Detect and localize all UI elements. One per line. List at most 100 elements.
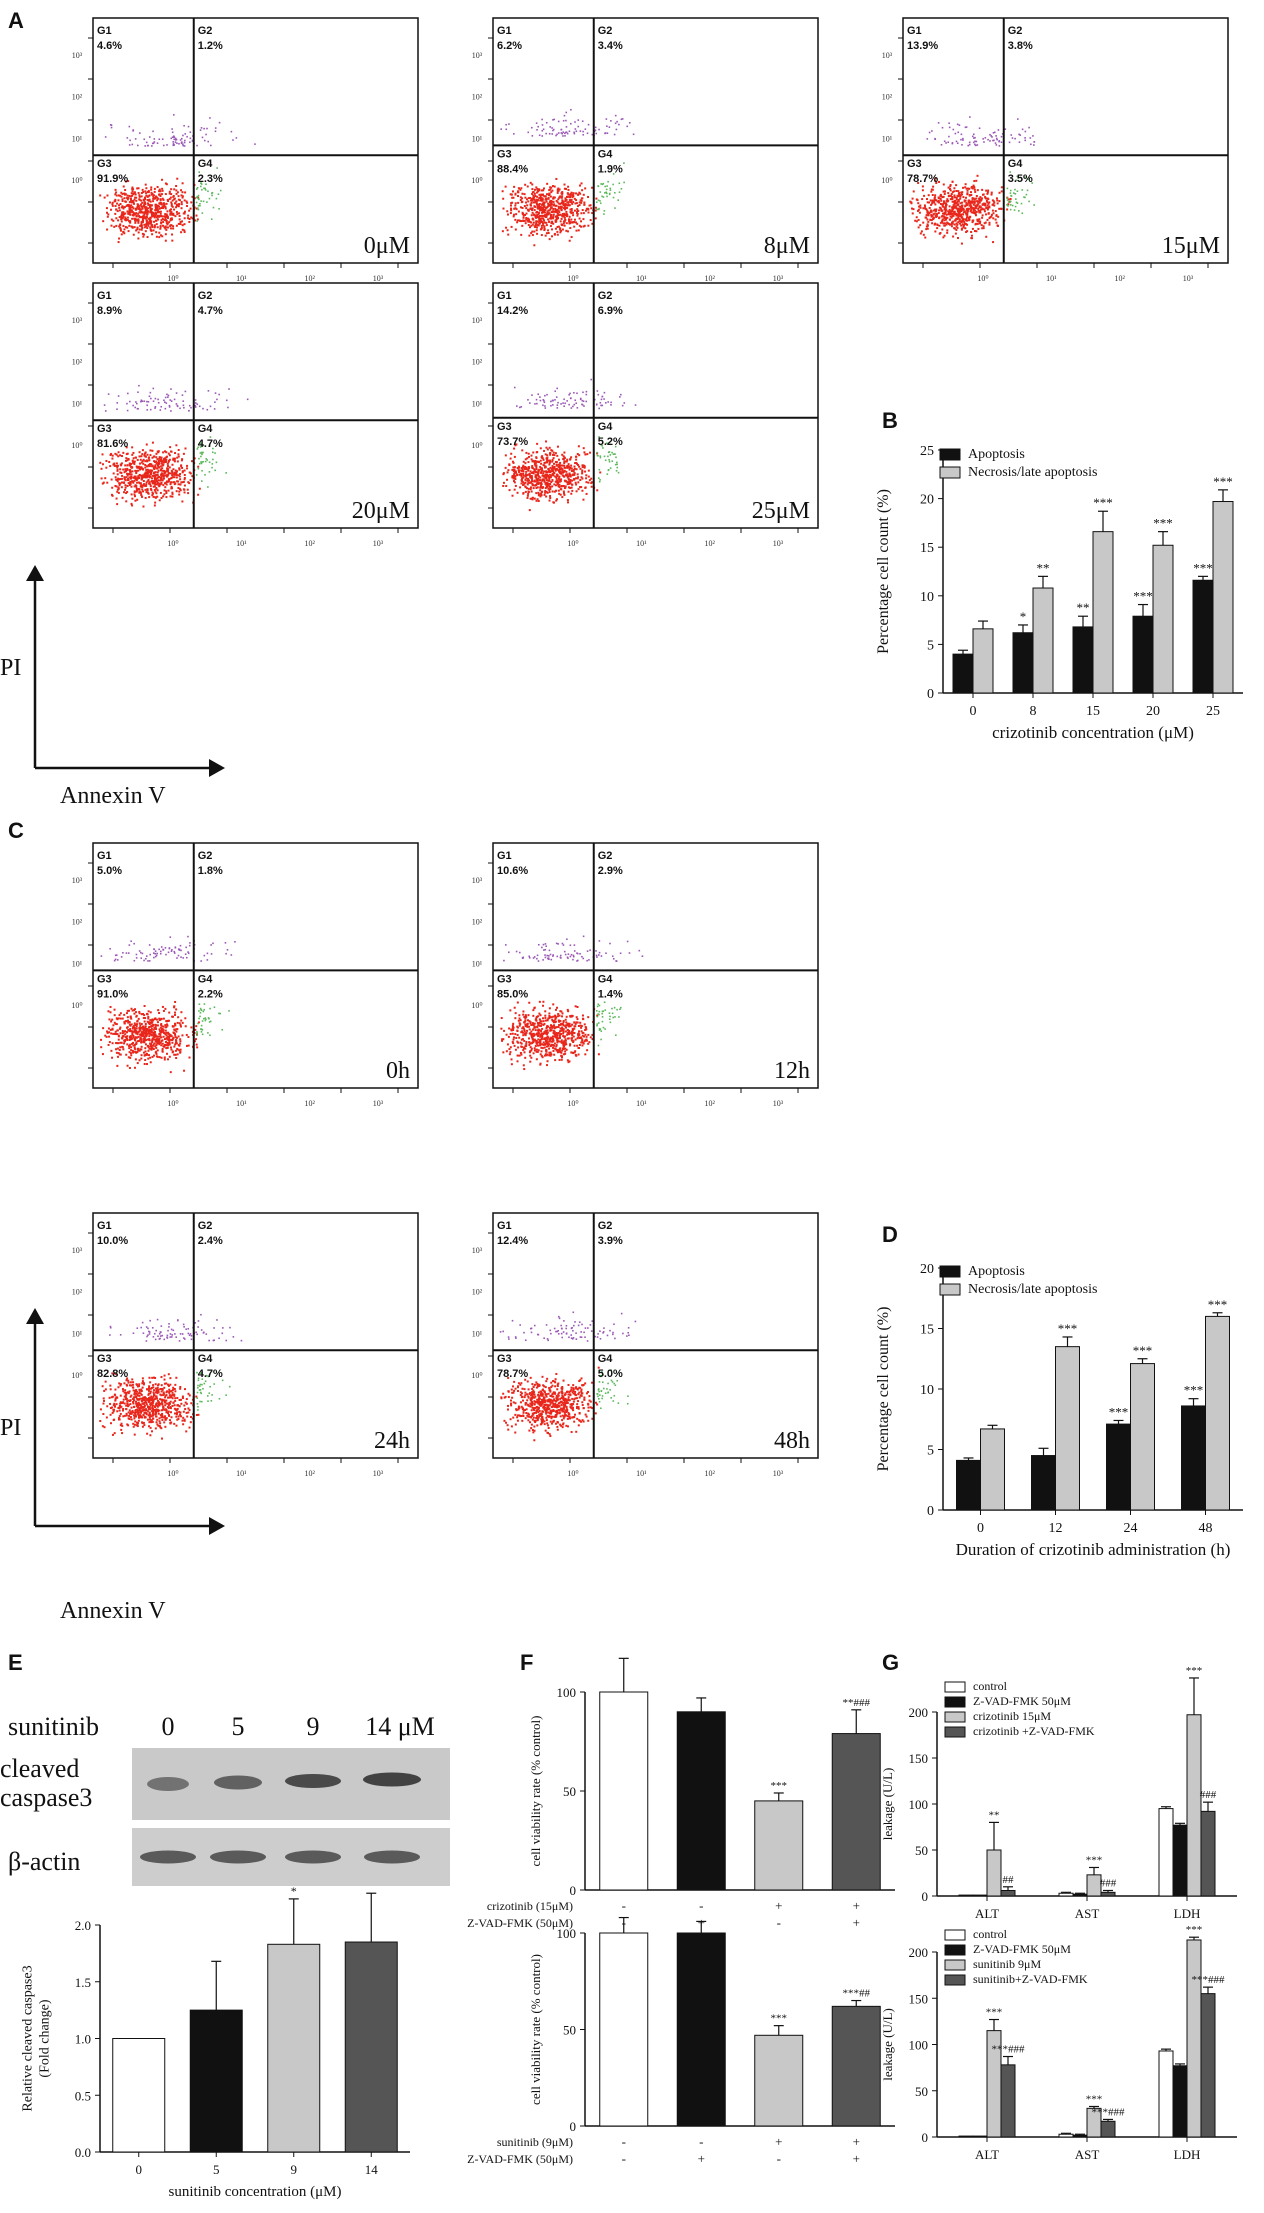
event-dot: [966, 230, 969, 233]
y-tick-label: 10¹: [472, 399, 483, 408]
event-dot: [962, 196, 965, 199]
event-dot: [159, 190, 162, 193]
event-dot: [170, 193, 173, 196]
event-dot: [531, 477, 534, 480]
event-dot: [130, 1049, 133, 1052]
x-tick-label: 10⁰: [567, 539, 578, 548]
event-dot: [164, 225, 167, 228]
event-dot: [206, 959, 209, 961]
event-dot: [149, 200, 152, 203]
event-dot: [144, 1038, 147, 1041]
event-dot: [521, 468, 524, 471]
event-dot: [141, 207, 144, 210]
event-dot: [936, 223, 939, 226]
event-dot: [612, 196, 615, 199]
event-dot: [564, 135, 566, 137]
event-dot: [1016, 202, 1019, 204]
event-dot: [985, 189, 988, 192]
event-dot: [141, 495, 144, 498]
panel-letter-e: E: [8, 1650, 23, 1675]
event-dot: [116, 473, 119, 476]
event-dot: [144, 1025, 147, 1028]
event-dot: [167, 1044, 170, 1047]
event-dot: [931, 199, 934, 202]
event-dot: [155, 219, 158, 222]
event-dot: [141, 232, 144, 235]
event-dot: [146, 404, 148, 407]
event-dot: [962, 186, 965, 189]
event-dot: [162, 198, 165, 201]
event-dot: [513, 386, 516, 389]
event-dot: [124, 470, 127, 473]
event-dot: [122, 951, 124, 954]
event-dot: [947, 186, 950, 189]
event-dot: [1009, 171, 1012, 173]
event-dot: [976, 174, 979, 177]
event-dot: [508, 463, 511, 466]
event-dot: [140, 1013, 143, 1016]
event-dot: [139, 1036, 142, 1039]
event-dot: [149, 1032, 152, 1035]
event-dot: [207, 390, 210, 392]
event-dot: [153, 224, 156, 227]
event-dot: [967, 201, 970, 204]
event-dot: [528, 234, 531, 237]
event-dot: [950, 197, 953, 200]
event-dot: [939, 202, 942, 205]
event-dot: [1016, 118, 1019, 120]
event-dot: [547, 470, 550, 473]
event-dot: [943, 219, 946, 222]
event-dot: [170, 450, 173, 453]
event-dot: [190, 406, 192, 409]
event-dot: [556, 233, 559, 236]
event-dot: [161, 460, 164, 463]
event-dot: [915, 216, 918, 219]
event-dot: [138, 207, 141, 210]
event-dot: [164, 481, 167, 484]
event-dot: [145, 491, 148, 494]
event-dot: [120, 233, 123, 236]
event-dot: [160, 207, 163, 210]
event-dot: [151, 482, 154, 485]
event-dot: [153, 478, 156, 481]
event-dot: [114, 1032, 117, 1035]
event-dot: [168, 454, 171, 457]
event-dot: [534, 480, 537, 483]
event-dot: [559, 213, 562, 216]
event-dot: [523, 1030, 526, 1033]
event-dot: [131, 1037, 134, 1040]
flow-plot-15uM: 10⁰10⁰10¹10¹10²10²10³10³G113.9%G23.8%G37…: [881, 17, 1229, 283]
event-dot: [154, 1033, 157, 1036]
event-dot: [115, 208, 118, 211]
event-dot: [584, 453, 587, 456]
event-dot: [118, 1053, 121, 1056]
event-dot: [576, 210, 579, 213]
event-dot: [149, 228, 152, 231]
event-dot: [209, 436, 212, 438]
y-tick-label: 10⁰: [471, 1001, 482, 1010]
event-dot: [127, 482, 130, 485]
event-dot: [546, 1038, 549, 1041]
event-dot: [552, 216, 555, 219]
x-tick-label: 10¹: [636, 1099, 647, 1108]
event-dot: [160, 1029, 163, 1032]
event-dot: [504, 185, 507, 188]
y-tick-label: 10²: [72, 93, 83, 102]
event-dot: [158, 138, 161, 141]
event-dot: [107, 393, 110, 395]
event-dot: [149, 1043, 152, 1046]
event-dot: [542, 224, 545, 227]
event-dot: [960, 242, 963, 245]
event-dot: [949, 194, 952, 197]
event-dot: [985, 199, 988, 202]
event-dot: [119, 228, 122, 231]
event-dot: [130, 1007, 133, 1010]
quadrant-g3-name: G3: [907, 158, 922, 170]
event-dot: [149, 1019, 152, 1022]
event-dot: [175, 206, 178, 209]
event-dot: [128, 1051, 131, 1054]
event-dot: [198, 462, 201, 465]
event-dot: [961, 216, 964, 219]
event-dot: [152, 211, 155, 214]
event-dot: [581, 120, 584, 123]
